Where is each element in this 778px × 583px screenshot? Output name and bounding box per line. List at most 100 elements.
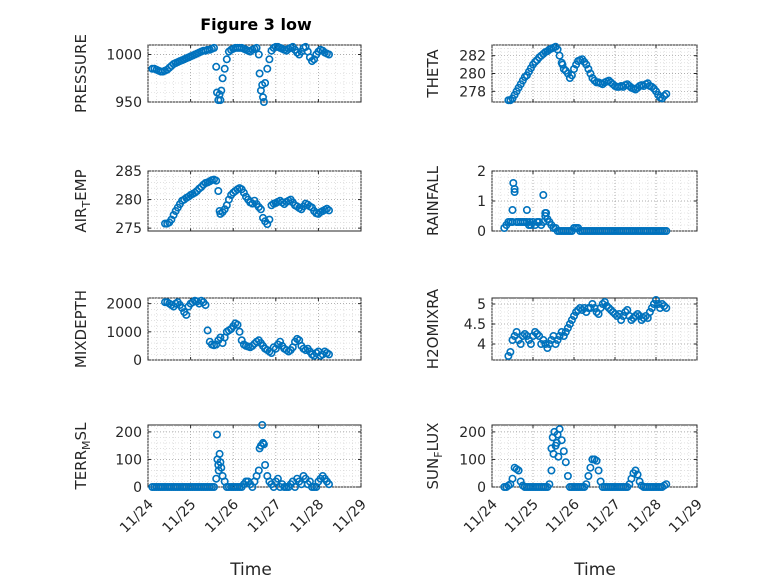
plot-6-data-point bbox=[641, 311, 650, 320]
plot-6-data-point bbox=[604, 303, 613, 312]
plot-6-data-point bbox=[662, 303, 671, 312]
plot-2-data-point bbox=[558, 60, 567, 69]
plot-4-data-point bbox=[525, 218, 534, 227]
plot-3-data-point bbox=[256, 205, 265, 214]
plot-1-data-point bbox=[218, 74, 227, 83]
plot-6-data-point bbox=[514, 335, 523, 344]
plot-6-data-point bbox=[516, 339, 525, 348]
plot-7-ytick-label: 0 bbox=[133, 480, 142, 496]
plot-1-ylabel: PRESSURE bbox=[72, 34, 90, 113]
plot-6-data-point bbox=[576, 303, 585, 312]
plot-4-data-point bbox=[662, 227, 671, 236]
plot-8-data-point bbox=[550, 427, 559, 436]
plot-5-data-point bbox=[237, 336, 246, 345]
plot-6-data-point bbox=[518, 331, 527, 340]
plot-2-data-point bbox=[569, 65, 578, 74]
plot-8-data-point bbox=[633, 470, 642, 479]
plot-6-data-point bbox=[524, 335, 533, 344]
plot-6-data-point bbox=[660, 301, 669, 310]
plot-4-data-point bbox=[510, 185, 519, 194]
plot-2-ytick-label: 280 bbox=[459, 67, 486, 83]
plot-6-data-point bbox=[586, 303, 595, 312]
plot-8-data-point bbox=[559, 447, 568, 456]
plot-6-data-point bbox=[553, 335, 562, 344]
plot-6-ytick-label: 4.5 bbox=[464, 317, 486, 333]
plot-1-data-point bbox=[293, 48, 302, 57]
plot-1-ytick-label: 950 bbox=[115, 95, 142, 111]
plot-4-ylabel: RAINFALL bbox=[424, 165, 442, 236]
plot-8-data-point bbox=[631, 466, 640, 475]
plot-5-data-point bbox=[233, 320, 242, 329]
plot-8-data-point bbox=[508, 474, 517, 483]
plot-8-data-point bbox=[514, 466, 523, 475]
plot-1-data-point bbox=[259, 98, 268, 107]
plot-6-ytick-label: 4 bbox=[477, 337, 486, 353]
plot-5-data-point bbox=[276, 337, 285, 346]
plot-4-data-point bbox=[510, 188, 519, 197]
plot-5-ytick-label: 0 bbox=[133, 353, 142, 369]
plot-6-data-point bbox=[651, 295, 660, 304]
plot-6-data-point bbox=[617, 315, 626, 324]
plot-7-data-point bbox=[324, 480, 333, 489]
plot-6-data-point bbox=[504, 351, 513, 360]
plot-6-data-point bbox=[639, 313, 648, 322]
plot-6-data-point bbox=[559, 331, 568, 340]
plot-4-ytick-label: 2 bbox=[477, 164, 486, 180]
plot-2-data-point bbox=[662, 90, 671, 99]
plot-3-data-point bbox=[239, 188, 248, 197]
plot-8-data-point bbox=[582, 480, 591, 489]
plot-8-data-point bbox=[662, 480, 671, 489]
plot-5-ytick-label: 2000 bbox=[106, 297, 142, 313]
plot-3-ytick-label: 285 bbox=[115, 164, 142, 180]
plot-8-data-point bbox=[554, 452, 563, 461]
plot-6-data-point bbox=[520, 329, 529, 338]
plot-7-data-point bbox=[212, 474, 221, 483]
plot-6-data-point bbox=[649, 299, 658, 308]
plot-1-ytick-label: 1000 bbox=[106, 48, 142, 64]
plot-2-ytick-label: 282 bbox=[459, 49, 486, 65]
plot-2-data-point bbox=[531, 57, 540, 66]
plot-1-data-point bbox=[252, 43, 261, 52]
plot-6-data-point bbox=[606, 305, 615, 314]
plot-7-data-point bbox=[213, 430, 222, 439]
plot-8-data-point bbox=[586, 463, 595, 472]
plot-7-data-point bbox=[259, 440, 268, 449]
plot-2-data-point bbox=[582, 60, 591, 69]
plot-6-data-point bbox=[610, 309, 619, 318]
plot-3-data-point bbox=[265, 215, 274, 224]
plot-6-data-point bbox=[592, 307, 601, 316]
plot-7-data-point bbox=[261, 460, 270, 469]
plot-3-data-point bbox=[212, 176, 221, 185]
plot-7-data-point bbox=[290, 482, 299, 491]
plot-5-data-point bbox=[235, 327, 244, 336]
plot-6-data-point bbox=[526, 339, 535, 348]
plot-7-data-point bbox=[254, 466, 263, 475]
plot-6-data-point bbox=[647, 303, 656, 312]
plot-7-ytick-label: 200 bbox=[115, 425, 142, 441]
plot-1-data-point bbox=[258, 93, 267, 102]
plot-6-ytick-label: 5 bbox=[477, 297, 486, 313]
plot-2-ytick-label: 278 bbox=[459, 84, 486, 100]
plot-6-data-point bbox=[631, 311, 640, 320]
plot-8-data-point bbox=[584, 471, 593, 480]
plot-5-data-point bbox=[271, 344, 280, 353]
figure-title: Figure 3 low bbox=[200, 15, 312, 34]
plot-2-data-point bbox=[586, 69, 595, 78]
plot-1-data-point bbox=[220, 64, 229, 73]
plot-6-data-point bbox=[537, 339, 546, 348]
x-axis-label-left: Time bbox=[229, 560, 272, 580]
plot-5-ytick-label: 1000 bbox=[106, 325, 142, 341]
plot-8-data-point bbox=[516, 477, 525, 486]
plot-7-data-point bbox=[258, 420, 267, 429]
plot-3-data-point bbox=[324, 206, 333, 215]
plot-6-data-point bbox=[633, 309, 642, 318]
plot-6-data-point bbox=[539, 335, 548, 344]
plot-6-data-point bbox=[598, 299, 607, 308]
plot-8-data-point bbox=[547, 444, 556, 453]
plot-6-data-point bbox=[543, 343, 552, 352]
plot-2-data-point bbox=[559, 65, 568, 74]
plot-6-data-point bbox=[569, 311, 578, 320]
plot-6-ylabel: H2OMIXRA bbox=[424, 288, 442, 369]
plot-1-data-point bbox=[222, 55, 231, 64]
plot-1-data-point bbox=[212, 62, 221, 71]
